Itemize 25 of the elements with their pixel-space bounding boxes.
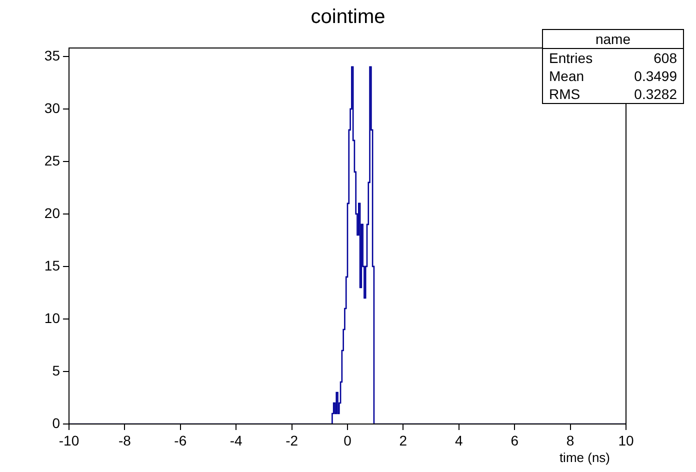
y-tick-label: 30 xyxy=(44,100,60,116)
text: Mean 0.3499 xyxy=(549,68,677,84)
y-tick-label: 5 xyxy=(52,362,60,378)
chart-title: cointime xyxy=(310,6,386,29)
text: RMS 0.3282 xyxy=(549,86,677,102)
y-tick-label: 35 xyxy=(44,47,60,64)
x-tick-label: -2 xyxy=(286,432,298,448)
x-tick-label: -8 xyxy=(118,432,132,448)
x-tick-label: 4 xyxy=(455,432,463,448)
x-tick-label: 0 xyxy=(344,432,352,448)
x-tick-label: 2 xyxy=(399,432,408,448)
y-tick-label: 25 xyxy=(44,152,60,168)
x-tick-label: 6 xyxy=(510,432,519,448)
text: name xyxy=(543,30,683,49)
x-axis-title: time (ns) xyxy=(559,450,610,465)
x-tick-label: 8 xyxy=(566,432,574,448)
y-tick-label: 10 xyxy=(44,310,60,326)
x-tick-label: -10 xyxy=(58,432,80,448)
y-tick-label: 15 xyxy=(44,257,60,274)
y-tick-label: 0 xyxy=(52,414,60,431)
x-tick-label: -4 xyxy=(230,432,243,448)
y-tick-label: 20 xyxy=(44,204,60,221)
x-tick-label: -6 xyxy=(174,432,187,448)
text: Entries 608 xyxy=(549,50,677,66)
x-tick-label: 10 xyxy=(618,432,634,448)
